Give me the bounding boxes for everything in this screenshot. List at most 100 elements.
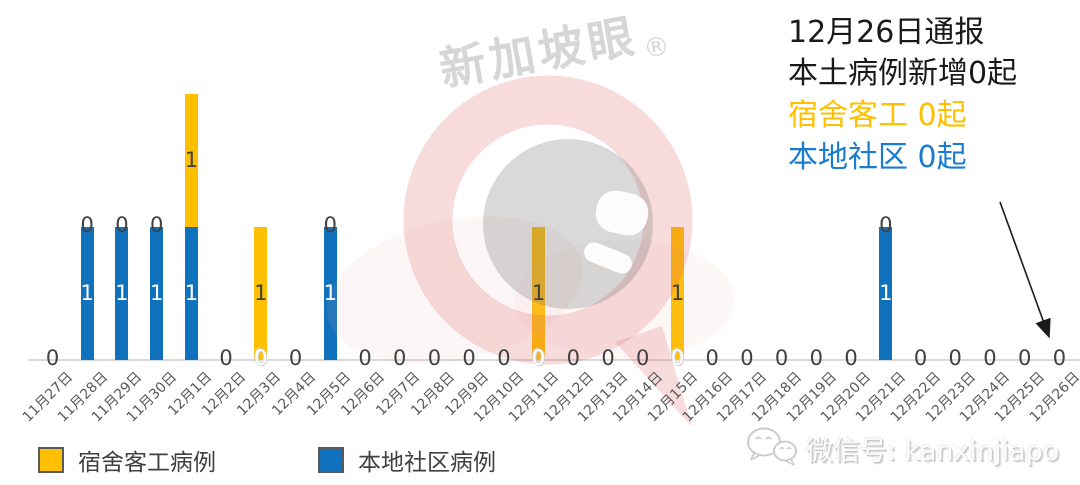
value-label-dorm: 1	[184, 148, 199, 172]
x-tick-label: 12月6日	[338, 369, 389, 420]
value-label-community: 0	[288, 345, 303, 370]
bar-community	[323, 227, 337, 360]
value-label-dorm: 0	[427, 345, 442, 370]
x-tick-label: 12月4日	[268, 369, 319, 420]
value-label-community: 0	[809, 345, 823, 370]
value-label-dorm: 0	[705, 345, 719, 370]
value-label-dorm: 0	[323, 212, 337, 237]
bar-dorm	[184, 94, 198, 227]
x-tick-label: 12月5日	[303, 369, 354, 420]
x-tick-label: 12月11日	[505, 369, 563, 426]
x-tick-label: 12月12日	[540, 369, 597, 426]
registered-mark-icon: ®	[641, 30, 673, 66]
x-tick-label: 11月28日	[54, 369, 111, 426]
x-tick-label: 12月17日	[714, 369, 771, 426]
x-tick-label: 12月25日	[991, 369, 1049, 426]
value-label-community: 0	[497, 345, 511, 370]
value-label-community: 0	[1052, 345, 1067, 370]
value-label-community: 0	[393, 345, 407, 370]
x-axis-line	[28, 359, 1080, 361]
x-tick-label: 12月16日	[679, 369, 736, 426]
value-label-community: 0	[462, 345, 476, 370]
annotation-dorm-line: 宿舍客工 0起	[788, 98, 967, 133]
annotation-total-line: 本土病例新增0起	[788, 56, 1018, 91]
x-tick-label: 12月14日	[609, 369, 667, 426]
bar-community	[150, 227, 164, 360]
x-tick-label: 11月27日	[19, 369, 76, 426]
value-label-community: 0	[219, 345, 233, 370]
wechat-icon	[747, 427, 797, 466]
x-tick-label: 11月29日	[89, 369, 146, 426]
wechat-id-label: 微信号: kanxinjiapo	[806, 435, 1060, 467]
bar-community	[184, 227, 198, 360]
x-tick-label: 12月1日	[164, 369, 215, 420]
value-label-dorm: 0	[497, 345, 511, 370]
legend-item-community: 本地社区病例	[318, 443, 496, 477]
value-label-dorm: 0	[219, 345, 233, 370]
x-tick-label: 12月24日	[957, 369, 1014, 426]
bar-community	[80, 227, 94, 360]
annotation-date-title: 12月26日通报	[788, 15, 985, 50]
value-label-dorm: 0	[601, 345, 615, 370]
value-label-dorm: 0	[1052, 345, 1067, 370]
value-label-dorm: 1	[531, 281, 546, 305]
x-tick-label: 12月8日	[407, 369, 458, 420]
x-tick-label: 12月2日	[199, 369, 250, 420]
value-label-community: 0	[566, 345, 580, 370]
legend-item-dorm: 宿舍客工病例	[38, 443, 216, 477]
value-label-community: 0	[670, 345, 685, 370]
x-tick-label: 12月3日	[234, 369, 285, 420]
x-tick-label: 12月13日	[575, 369, 632, 426]
value-label-dorm: 0	[393, 345, 407, 370]
value-label-community: 1	[879, 281, 893, 305]
x-tick-label: 12月26日	[1026, 369, 1080, 426]
annotation-community-line: 本地社区 0起	[788, 140, 967, 175]
value-label-community: 0	[358, 345, 372, 370]
value-label-dorm: 0	[1018, 345, 1032, 370]
watermark-brand-text: 新加坡眼®	[435, 8, 673, 97]
bar-dorm	[254, 227, 268, 360]
value-label-community: 0	[705, 345, 719, 370]
value-label-dorm: 1	[254, 281, 268, 305]
bar-dorm	[671, 227, 684, 360]
x-tick-label: 12月18日	[748, 369, 806, 426]
value-label-dorm: 0	[774, 345, 789, 370]
wechat-footer: 微信号: kanxinjiapo	[744, 424, 1059, 472]
value-label-community: 1	[323, 281, 337, 305]
value-label-dorm: 0	[983, 345, 997, 370]
legend-label-dorm: 宿舍客工病例	[78, 450, 216, 476]
value-label-dorm: 0	[913, 345, 928, 370]
value-label-dorm: 0	[844, 345, 858, 370]
value-label-dorm: 0	[462, 345, 476, 370]
value-label-community: 0	[636, 345, 650, 370]
value-label-dorm: 0	[636, 345, 650, 370]
value-label-community: 0	[913, 345, 928, 370]
legend-label-community: 本地社区病例	[358, 450, 496, 476]
legend-swatch-community	[318, 447, 344, 473]
value-label-dorm: 1	[670, 281, 685, 305]
x-tick-label: 12月21日	[852, 369, 910, 426]
value-label-dorm: 0	[115, 212, 129, 237]
value-label-community: 0	[45, 345, 60, 370]
value-label-dorm: 0	[358, 345, 372, 370]
value-label-dorm: 0	[150, 212, 164, 237]
x-tick-label: 12月7日	[373, 369, 424, 420]
value-label-dorm: 0	[45, 345, 60, 370]
bar-community	[115, 227, 129, 360]
value-label-dorm: 0	[948, 345, 962, 370]
x-tick-label: 11月30日	[123, 369, 181, 426]
value-label-community: 1	[80, 281, 94, 305]
value-label-community: 0	[1018, 345, 1032, 370]
value-label-community: 0	[774, 345, 789, 370]
x-tick-label: 12月22日	[887, 369, 944, 426]
value-label-dorm: 0	[80, 212, 94, 237]
x-tick-label: 12月10日	[471, 369, 528, 426]
x-tick-label: 12月15日	[644, 369, 701, 426]
